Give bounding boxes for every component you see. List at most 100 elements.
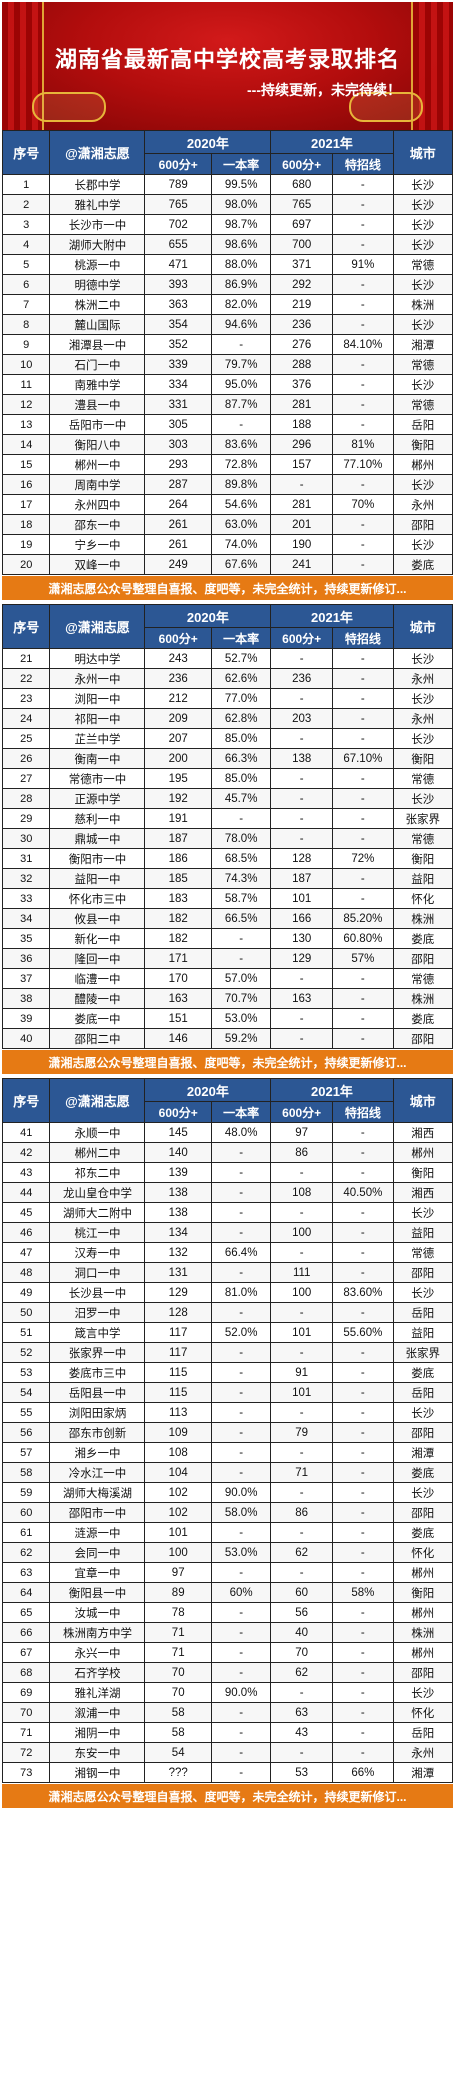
score600-2020: 200	[144, 748, 212, 769]
row-index: 25	[1, 728, 51, 749]
row-index: 16	[1, 474, 51, 495]
tier1-rate-2020: 66.3%	[210, 748, 272, 769]
score600-2020: 264	[144, 494, 212, 515]
tier1-rate-2020: 83.6%	[210, 434, 272, 455]
special-line-2021: 81%	[332, 434, 394, 455]
score600-2021: 219	[270, 294, 334, 315]
row-index: 21	[1, 648, 51, 669]
city-name: 长沙	[392, 648, 454, 669]
tier1-rate-2020: -	[210, 1342, 272, 1363]
table-row: 65 汝城一中 78-56- 郴州	[1, 1602, 454, 1623]
score600-2021: 101	[270, 1322, 334, 1343]
tier1-rate-2020: 72.8%	[210, 454, 272, 475]
score600-2021: -	[270, 1028, 334, 1049]
tier1-rate-2020: 90.0%	[210, 1682, 272, 1703]
special-line-2021: 83.60%	[332, 1282, 394, 1303]
city-name: 衡阳	[392, 434, 454, 455]
table-row: 69 雅礼洋湖 70 90.0% - - 长沙	[1, 1682, 454, 1703]
score600-2021: -	[270, 1162, 334, 1183]
row-index: 22	[1, 668, 51, 689]
source-note-bar: 潇湘志愿公众号整理自喜报、度吧等，未完全统计，持续更新修订...	[2, 576, 453, 600]
score600-2021: -	[270, 808, 334, 829]
special-line-2021: -	[332, 968, 394, 989]
score600-2021: 70	[270, 1642, 334, 1663]
tier1-rate-2020: -	[210, 1642, 272, 1663]
school-name: 益阳一中	[49, 868, 146, 889]
score600-2021: -	[270, 1342, 334, 1363]
score600-2021: 281	[270, 394, 334, 415]
city-name: 常德	[392, 254, 454, 275]
special-line-2021: -	[332, 1222, 394, 1243]
special-line-2021: -	[332, 414, 394, 435]
score600-2021: 292	[270, 274, 334, 295]
row-index: 2	[1, 194, 51, 215]
city-name: 长沙	[392, 534, 454, 555]
row-index: 6	[1, 274, 51, 295]
score600-2021: -	[270, 728, 334, 749]
score600-2021: 91	[270, 1362, 334, 1383]
tier1-rate-2020: -	[210, 1742, 272, 1763]
tier1-rate-2020: -	[210, 414, 272, 435]
row-index: 42	[1, 1142, 51, 1163]
tier1-rate-2020: -	[210, 808, 272, 829]
tier1-rate-2020: 68.5%	[210, 848, 272, 869]
score600-2020: 115	[144, 1362, 212, 1383]
tier1-rate-2020: -	[210, 1402, 272, 1423]
tier1-rate-2020: 86.9%	[210, 274, 272, 295]
score600-2021: 697	[270, 214, 334, 235]
school-name: 新化一中	[49, 928, 146, 949]
city-name: 湘潭	[392, 334, 454, 355]
score600-2021: 60	[270, 1582, 334, 1603]
row-index: 61	[1, 1522, 51, 1543]
row-index: 53	[1, 1362, 51, 1383]
school-name: 会同一中	[49, 1542, 146, 1563]
school-name: 石门一中	[49, 354, 146, 375]
score600-2020: 117	[144, 1322, 212, 1343]
score600-2020: 89	[144, 1582, 212, 1603]
tier1-rate-2020: 67.6%	[210, 554, 272, 575]
city-name: 娄底	[392, 1462, 454, 1483]
school-name: 湖师大附中	[49, 234, 146, 255]
special-line-2021: -	[332, 1382, 394, 1403]
source-note-bar: 潇湘志愿公众号整理自喜报、度吧等，未完全统计，持续更新修订...	[2, 1050, 453, 1074]
score600-2021: 190	[270, 534, 334, 555]
row-index: 18	[1, 514, 51, 535]
score600-2020: 195	[144, 768, 212, 789]
score600-2021: 40	[270, 1622, 334, 1643]
score600-2021: -	[270, 1402, 334, 1423]
row-index: 71	[1, 1722, 51, 1743]
city-name: 永州	[392, 1742, 454, 1763]
score600-2020: 115	[144, 1382, 212, 1403]
city-name: 娄底	[392, 1522, 454, 1543]
score600-2020: 71	[144, 1622, 212, 1643]
score600-2021: -	[270, 968, 334, 989]
city-name: 娄底	[392, 554, 454, 575]
school-name: 永兴一中	[49, 1642, 146, 1663]
city-name: 长沙	[392, 1202, 454, 1223]
score600-2021: -	[270, 1442, 334, 1463]
score600-2021: 680	[270, 174, 334, 195]
special-line-2021: -	[332, 1422, 394, 1443]
city-name: 益阳	[392, 868, 454, 889]
score600-2020: 163	[144, 988, 212, 1009]
row-index: 54	[1, 1382, 51, 1403]
city-name: 岳阳	[392, 1382, 454, 1403]
special-line-2021: -	[332, 1442, 394, 1463]
score600-2021: 101	[270, 888, 334, 909]
tier1-rate-2020: -	[210, 1602, 272, 1623]
row-index: 63	[1, 1562, 51, 1583]
score600-2021: -	[270, 1522, 334, 1543]
curtain-left-decoration	[2, 2, 44, 130]
special-line-2021: -	[332, 1462, 394, 1483]
school-name: 衡南一中	[49, 748, 146, 769]
score600-2020: 145	[144, 1122, 212, 1143]
score600-2021: 188	[270, 414, 334, 435]
school-name: 宁乡一中	[49, 534, 146, 555]
score600-2021: 108	[270, 1182, 334, 1203]
table-row: 55 浏阳田家炳 113- - - 长沙	[1, 1402, 454, 1423]
score600-2021: -	[270, 1242, 334, 1263]
header-year-2021: 2021年	[270, 1078, 394, 1102]
score600-2021: 79	[270, 1422, 334, 1443]
city-name: 长沙	[392, 194, 454, 215]
score600-2020: 102	[144, 1482, 212, 1503]
